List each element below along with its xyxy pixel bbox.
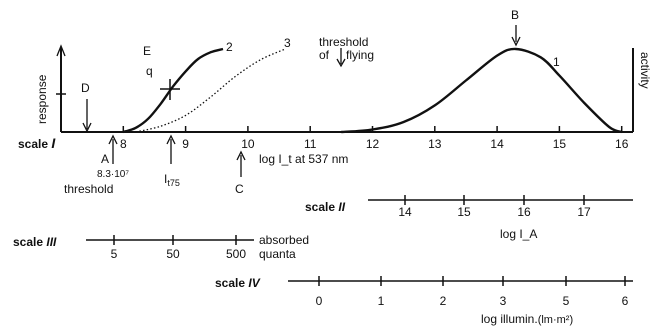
scale-iv-tick-label-2: 2: [440, 294, 447, 308]
peak-b-label: B: [511, 8, 519, 22]
main-x-title: log I_t at 537 nm: [259, 152, 348, 166]
main-tick-label-16: 16: [615, 137, 629, 151]
main-tick-label-12: 12: [366, 137, 380, 151]
main-tick-label-8: 8: [120, 137, 127, 151]
scale-iii-tick-label-500: 500: [226, 247, 246, 261]
scale-iv-label: scale IV: [215, 276, 261, 290]
marker-d-label: D: [81, 81, 90, 95]
scale-iii-tick-label-5: 5: [111, 247, 118, 261]
response-label: response: [35, 74, 49, 124]
scale-iii-title-1: absorbed: [259, 233, 309, 247]
marker-a-label: A: [101, 152, 109, 166]
scale-ii-tick-label-17: 17: [577, 205, 591, 219]
marker-i75-label: It75: [164, 172, 180, 188]
marker-a-value: 8.3·10⁷: [97, 169, 129, 180]
scale-iii-title-2: quanta: [259, 247, 296, 261]
y-axis-arrowhead: [56, 44, 66, 57]
curve-1: [341, 47, 623, 134]
main-tick-label-15: 15: [553, 137, 567, 151]
threshold-flying-arrowhead: [336, 58, 346, 68]
scale-ii-tick-label-16: 16: [517, 205, 531, 219]
main-tick-label-14: 14: [490, 137, 504, 151]
activity-label: activity: [638, 52, 652, 89]
main-x-ticks: 8 9 10 11 12 13 14 15 16: [120, 126, 629, 151]
curve-3-label: 3: [284, 36, 291, 50]
main-tick-label-9: 9: [182, 137, 189, 151]
curve-1-label: 1: [553, 55, 560, 69]
scale-ii-title: log I_A: [500, 227, 537, 241]
scale-iii-label: scale III: [13, 235, 57, 249]
scale-iv-tick-label-5: 5: [563, 294, 570, 308]
marker-a-threshold: threshold: [64, 182, 113, 196]
marker-d-arrowhead: [82, 122, 92, 133]
marker-a-arrowhead: [108, 134, 118, 145]
marker-c-label: C: [235, 182, 244, 196]
scale-iv-tick-label-6: 6: [622, 294, 629, 308]
threshold-flying-line2: of: [319, 48, 330, 62]
curve-3: [135, 48, 286, 133]
scale-iv-ticks: 0 1 2 3 5 6: [316, 276, 629, 308]
scale-iv-title: log illumin.(lm·m²): [481, 312, 573, 326]
marker-e-label: E: [143, 44, 151, 58]
main-tick-label-13: 13: [428, 137, 442, 151]
scale-ii-tick-label-15: 15: [457, 205, 471, 219]
scale-ii-tick-label-14: 14: [398, 205, 412, 219]
threshold-flying-line3: flying: [346, 48, 374, 62]
threshold-flying-line1: threshold: [319, 35, 368, 49]
main-tick-label-10: 10: [241, 137, 255, 151]
marker-i75-arrowhead: [166, 134, 176, 145]
scale-iv-tick-label-1: 1: [378, 294, 385, 308]
scale-iv-tick-label-0: 0: [316, 294, 323, 308]
scale-iv-tick-label-3: 3: [500, 294, 507, 308]
scale-i-label: scale I: [18, 135, 56, 151]
scale-iii-ticks: 5 50 500: [111, 235, 246, 261]
scale-ii-label: scale II: [305, 200, 346, 214]
main-tick-label-11: 11: [304, 137, 317, 151]
scale-ii-ticks: 14 15 16 17: [398, 195, 591, 219]
scale-iii-tick-label-50: 50: [166, 247, 180, 261]
marker-q-label: q: [146, 64, 153, 78]
peak-b-arrowhead: [511, 36, 521, 47]
curve-2-label: 2: [226, 40, 233, 54]
curve-2: [122, 47, 224, 134]
marker-c-arrowhead: [236, 150, 246, 161]
